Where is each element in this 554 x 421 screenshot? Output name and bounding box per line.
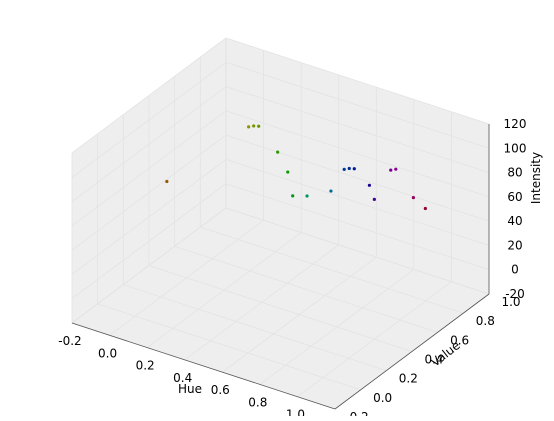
data-point (276, 150, 280, 154)
data-point (305, 194, 309, 198)
z-tick-label: 120 (504, 117, 527, 131)
axis-edge (334, 293, 490, 410)
data-point (342, 167, 346, 171)
y-tick-label: 0.0 (373, 391, 392, 405)
data-points (165, 124, 427, 211)
grid-line (225, 110, 490, 198)
data-point (423, 206, 427, 211)
x-tick-label: 1.0 (286, 408, 305, 416)
y-tick-label: 0.8 (476, 314, 495, 328)
data-point (291, 194, 295, 198)
z-axis-label: Intensity (529, 152, 543, 204)
data-point (394, 167, 398, 171)
z-tick-label: 100 (504, 141, 527, 155)
grid-line (225, 183, 490, 271)
grid-line (71, 110, 227, 227)
data-point (367, 183, 372, 187)
z-tick-label: 0 (511, 263, 519, 277)
y-tick-label: 0.4 (424, 353, 443, 367)
grid-line (71, 183, 227, 300)
grid-line (97, 303, 361, 391)
data-point (329, 189, 333, 193)
data-point (257, 124, 261, 128)
z-tick-label: 20 (507, 238, 522, 252)
x-tick-label: -0.2 (58, 334, 81, 348)
data-point (252, 124, 256, 128)
z-tick-label: 60 (507, 190, 522, 204)
x-tick-label: 0.4 (173, 371, 192, 385)
x-tick-label: 0.0 (98, 346, 117, 360)
z-tick-label: -20 (505, 287, 525, 301)
x-tick-label: 0.8 (248, 395, 267, 409)
z-tick-label: 80 (507, 166, 522, 180)
grid-line (225, 134, 490, 222)
axis-edge (71, 322, 336, 410)
x-tick-label: 0.6 (211, 383, 230, 397)
data-point (165, 179, 169, 184)
y-tick-label: 0.6 (450, 333, 469, 347)
grid-line (123, 284, 387, 372)
y-axis-label: Value (428, 338, 463, 369)
data-point (372, 197, 376, 201)
y-tick-label: 1.0 (501, 295, 520, 309)
grid-line (148, 265, 413, 352)
grid-line (174, 245, 438, 333)
grid-line (225, 207, 490, 295)
grid-lines (71, 37, 490, 410)
data-point (347, 166, 351, 171)
grid-line (71, 207, 227, 324)
grid-line (200, 226, 464, 314)
data-point (352, 167, 356, 171)
grid-line (225, 86, 490, 173)
data-point (411, 196, 415, 200)
x-axis-label: Hue (178, 382, 202, 396)
grid-line (71, 159, 227, 275)
grid-line (71, 134, 227, 251)
back-pane (226, 38, 489, 294)
y-tick-label: 0.2 (399, 372, 418, 386)
data-point (286, 170, 290, 174)
y-tick-label: -0.2 (345, 410, 368, 416)
z-tick-label: 40 (507, 214, 522, 228)
grid-line (71, 61, 227, 178)
grid-line (225, 159, 490, 246)
grid-line (225, 61, 490, 149)
data-point (389, 168, 393, 172)
grid-line (71, 37, 227, 154)
tick-labels: -0.20.00.20.40.60.81.01.2-0.20.00.20.40.… (58, 117, 527, 421)
grid-line (71, 86, 227, 202)
data-point (247, 125, 251, 129)
axis-edges (71, 124, 490, 410)
x-tick-label: 0.2 (136, 359, 155, 373)
grid-line (225, 37, 490, 125)
